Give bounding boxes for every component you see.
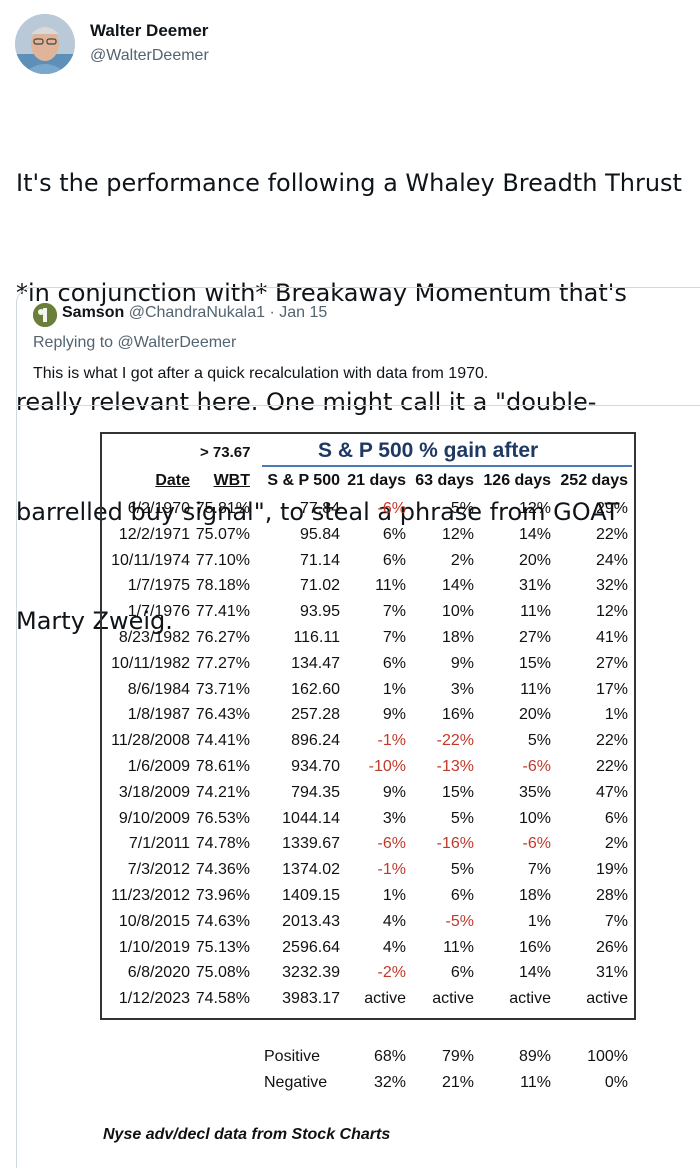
quoted-author-handle: @ChandraNukala1 xyxy=(128,304,266,321)
separator-dot: · xyxy=(269,304,275,321)
replying-to: Replying to @WalterDeemer xyxy=(33,334,237,351)
tweet-line: barrelled buy signal", to steal a phrase… xyxy=(16,497,620,526)
tweet-line: It's the performance following a Whaley … xyxy=(16,169,682,197)
avatar[interactable] xyxy=(15,14,75,74)
quoted-header: Samson @ChandraNukala1 · Jan 15 xyxy=(62,304,327,322)
tweet-line: really relevant here. One might call it … xyxy=(16,388,597,416)
tweet-line: Marty Zweig. xyxy=(16,607,173,635)
author-name[interactable]: Walter Deemer xyxy=(90,21,209,40)
quoted-date: Jan 15 xyxy=(279,304,328,321)
author-handle[interactable]: @WalterDeemer xyxy=(90,47,209,64)
quoted-author-name: Samson xyxy=(62,304,125,321)
divider xyxy=(17,405,700,406)
quoted-text: This is what I got after a quick recalcu… xyxy=(33,365,489,382)
tweet-text: It's the performance following a Whaley … xyxy=(16,92,700,676)
quoted-tweet[interactable]: Samson @ChandraNukala1 · Jan 15 Replying… xyxy=(16,287,700,1168)
tweet-line: *in conjunction with* Breakaway Momentum… xyxy=(16,278,627,307)
quoted-avatar xyxy=(33,303,57,327)
